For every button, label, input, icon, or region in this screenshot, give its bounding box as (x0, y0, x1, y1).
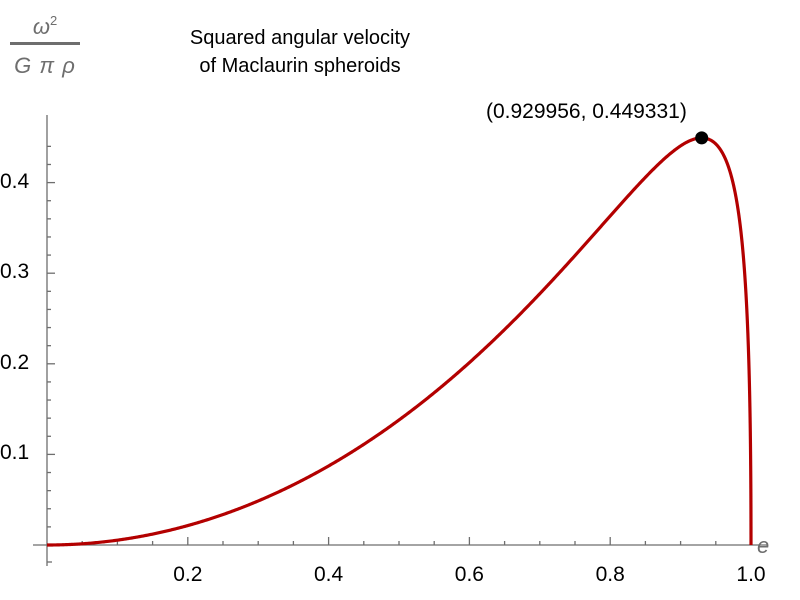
x-tick-label: 0.8 (595, 563, 625, 586)
chart-title: Squared angular velocity of Maclaurin sp… (189, 27, 411, 77)
x-tick-label: 0.4 (313, 563, 344, 586)
y-tick-label: 0.4 (0, 169, 30, 193)
x-axis-label: e (757, 533, 770, 558)
peak-annotation: (0.929956, 0.449331) (486, 100, 687, 123)
data-curve (46, 136, 753, 547)
fraction-bar (10, 42, 80, 45)
axes (33, 115, 767, 566)
x-tick-label: 0.2 (173, 563, 203, 586)
y-tick-label: 0.3 (0, 260, 30, 284)
y-tick-label: 0.2 (0, 350, 30, 374)
x-tick-label: 1.0 (736, 563, 766, 586)
y-tick-label: 0.1 (0, 441, 30, 465)
peak-marker (695, 131, 709, 145)
y-axis-label: ω2 G π ρ (10, 4, 80, 83)
x-tick-label: 0.6 (454, 563, 484, 586)
